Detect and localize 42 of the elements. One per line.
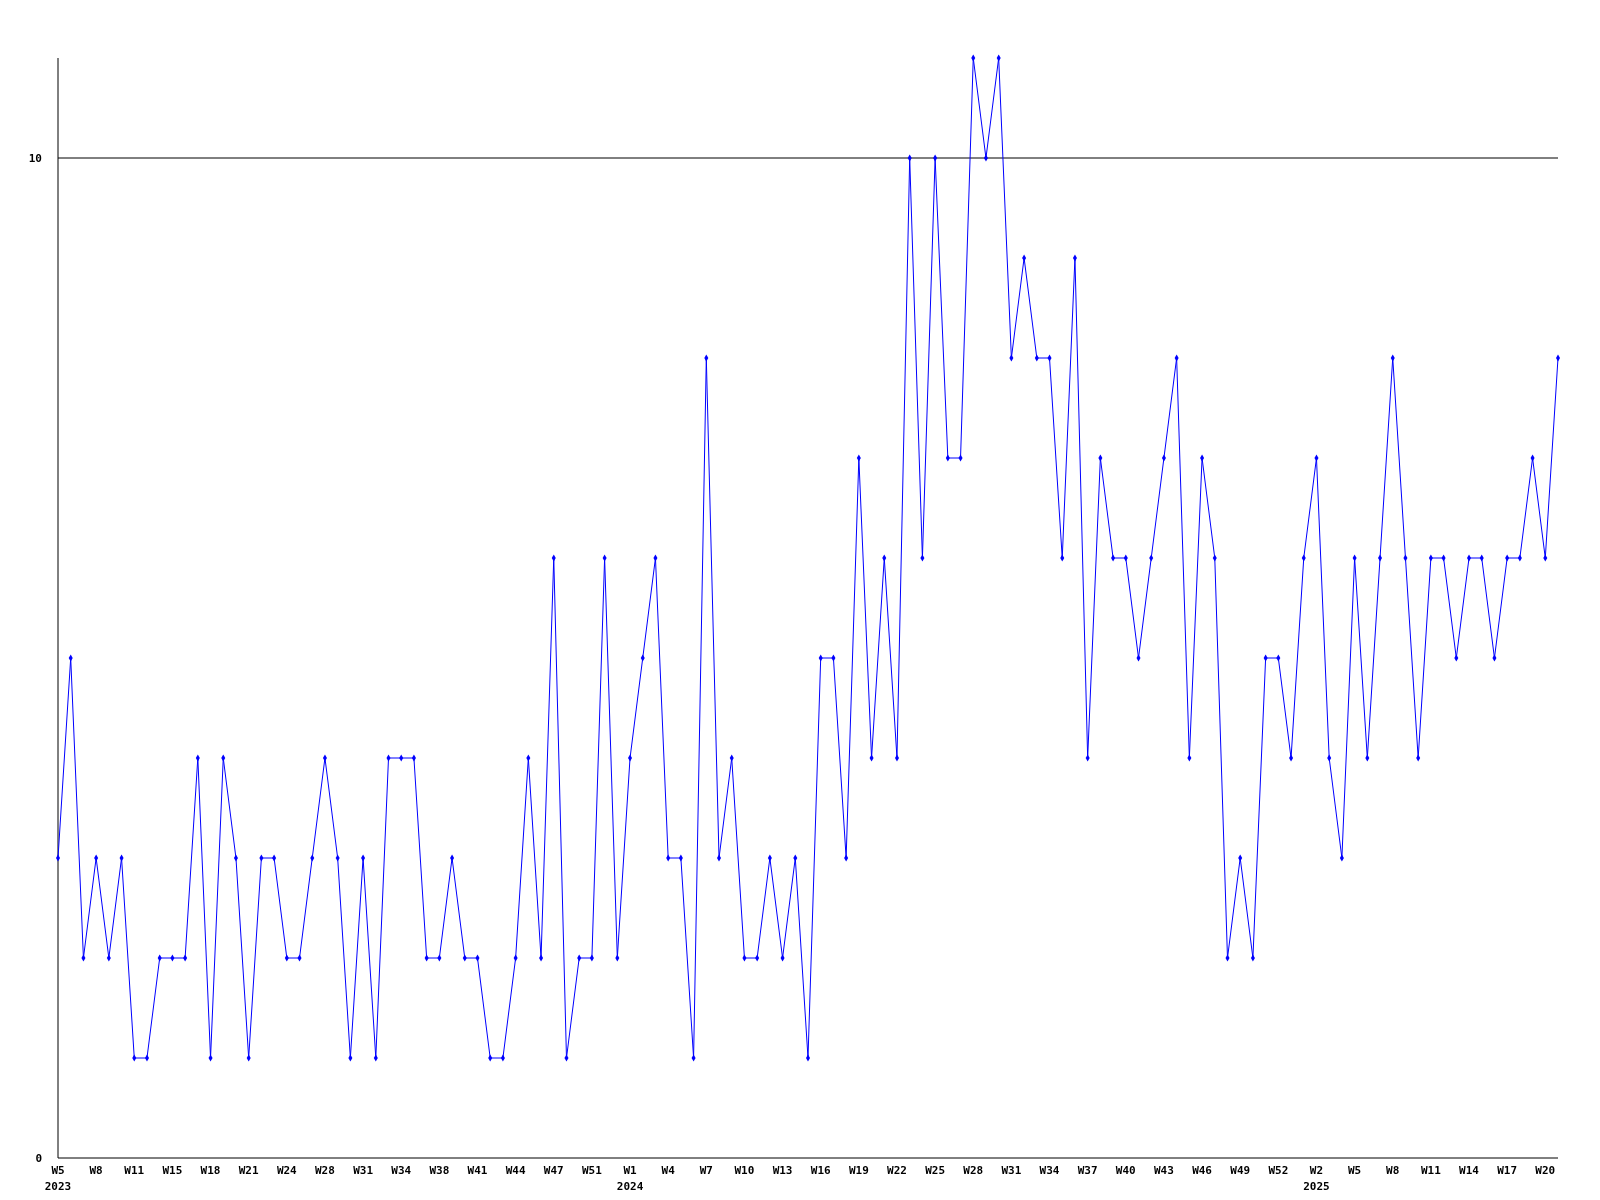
x-tick-label: W19 — [848, 1164, 869, 1177]
x-tick-label: W16 — [810, 1164, 832, 1177]
x-tick-label: W25 — [925, 1164, 946, 1177]
x-tick-label: W17 — [1497, 1164, 1518, 1177]
x-tick-label: W47 — [543, 1164, 564, 1177]
x-tick-label: W41 — [467, 1164, 488, 1177]
x-tick-label: W15 — [162, 1164, 183, 1177]
x-tick-label: W43 — [1153, 1164, 1174, 1177]
x-tick-label: W11 — [124, 1164, 145, 1177]
x-tick-label: W52 — [1268, 1164, 1289, 1177]
y-tick-label: 10 — [28, 151, 42, 165]
x-tick-label: W7 — [699, 1164, 713, 1177]
x-tick-label: W14 — [1459, 1164, 1480, 1177]
x-tick-label: W44 — [505, 1164, 526, 1177]
x-tick-label: W5 — [1347, 1164, 1362, 1177]
x-tick-label: W20 — [1535, 1164, 1556, 1177]
x-tick-label: W28 — [315, 1164, 335, 1177]
x-tick-label: W46 — [1192, 1164, 1213, 1177]
x-tick-label: W40 — [1115, 1164, 1136, 1177]
x-tick-label: W21 — [238, 1164, 259, 1177]
x-tick-label: W8 — [1386, 1164, 1400, 1177]
x-tick-label: W51 — [581, 1164, 603, 1177]
x-tick-label: W34 — [1039, 1164, 1060, 1177]
x-tick-label: W5 2023 — [44, 1164, 72, 1193]
x-tick-label: W38 — [429, 1164, 450, 1177]
x-tick-label: W4 — [661, 1164, 676, 1177]
x-tick-label: W8 — [89, 1164, 103, 1177]
x-tick-label: W49 — [1230, 1164, 1251, 1177]
y-tick-label: 0 — [35, 1151, 42, 1165]
x-tick-label: W34 — [391, 1164, 412, 1177]
x-tick-label: W24 — [276, 1164, 298, 1177]
x-tick-label: W31 — [1001, 1164, 1022, 1177]
x-tick-label: W22 — [887, 1164, 907, 1177]
x-tick-label: W2 2025 — [1303, 1164, 1330, 1193]
x-tick-label: W11 — [1420, 1164, 1442, 1177]
x-tick-label: W10 — [734, 1164, 755, 1177]
x-tick-label: W18 — [200, 1164, 221, 1177]
x-tick-label: W13 — [772, 1164, 793, 1177]
x-tick-label: W37 — [1077, 1164, 1098, 1177]
x-tick-label: W1 2024 — [616, 1164, 644, 1193]
x-tick-label: W28 — [963, 1164, 984, 1177]
x-tick-label: W31 — [353, 1164, 374, 1177]
